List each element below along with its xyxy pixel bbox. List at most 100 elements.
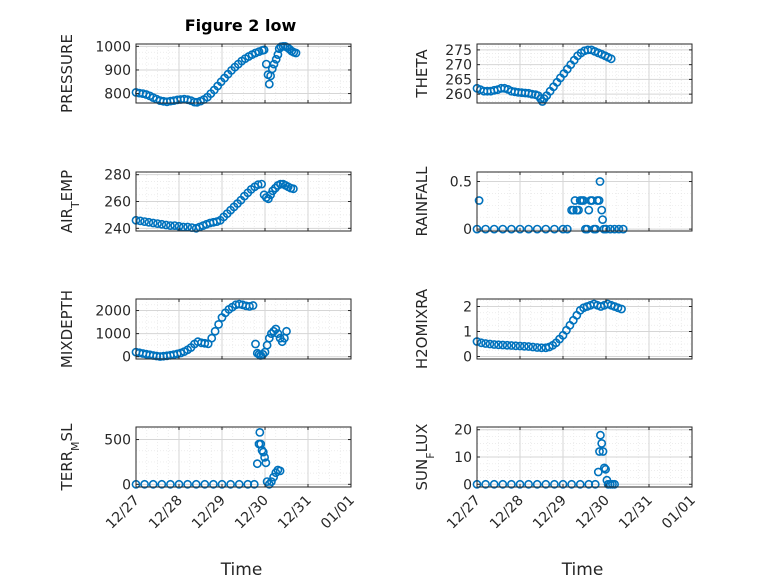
data-point [269, 472, 278, 482]
data-point [273, 329, 283, 338]
y-tick-label: 500 [104, 433, 131, 449]
data-point [191, 479, 201, 489]
data-point [489, 340, 499, 349]
data-point [610, 479, 619, 489]
x-tick-label: 12/29 [189, 493, 229, 533]
y-axis-label: SUNFLUX [413, 424, 437, 491]
data-point [269, 59, 279, 69]
x-tick-label: 12/28 [146, 493, 186, 533]
y-tick-label: 0 [463, 350, 472, 366]
y-tick-label: 20 [454, 423, 472, 439]
x-tick-label: 01/01 [318, 493, 358, 533]
data-point [288, 184, 298, 194]
axes-box [135, 426, 352, 488]
data-point [264, 333, 274, 343]
data-point [601, 224, 611, 234]
data-series [472, 299, 626, 353]
data-point [257, 179, 266, 189]
data-point [562, 224, 572, 234]
data-point [601, 464, 610, 474]
data-point [153, 219, 162, 228]
y-tick-label: 0 [122, 477, 131, 493]
data-point [252, 459, 262, 469]
y-tick-label: 1 [463, 325, 472, 341]
data-series [472, 430, 619, 489]
data-point [575, 479, 585, 489]
data-point [259, 45, 269, 55]
data-point [248, 301, 258, 310]
y-tick-label: 900 [104, 63, 131, 79]
data-point [476, 338, 486, 348]
data-point [234, 479, 244, 489]
data-point [610, 224, 619, 234]
data-point [260, 452, 269, 462]
data-point [567, 479, 576, 489]
y-axis-label: PRESSURE [58, 34, 76, 113]
y-axis-label: TERRMSL [58, 423, 82, 492]
data-point [597, 438, 607, 448]
data-point [481, 479, 490, 489]
data-point [148, 479, 158, 489]
x-tick-label: 01/01 [659, 493, 699, 533]
data-series [472, 177, 628, 234]
y-tick-label: 2 [463, 300, 472, 316]
ticks [135, 299, 352, 359]
data-point [528, 342, 538, 352]
y-tick-label: 260 [445, 87, 472, 103]
y-axis-label: H2OMIXRA [413, 288, 431, 369]
data-point [506, 341, 516, 350]
subplot-terr-msl: 0 500 TERRMSL 12/27 12/28 12/29 12/30 12/31 01/0… [58, 423, 358, 580]
data-point [208, 479, 218, 489]
y-tick-label: 240 [104, 221, 131, 237]
data-point [515, 224, 525, 234]
y-axis-label: AIRTEMP [58, 170, 82, 233]
data-point [568, 205, 578, 215]
y-tick-label: 275 [445, 43, 472, 59]
data-point [506, 479, 516, 489]
data-point [599, 463, 609, 473]
data-point [157, 479, 167, 489]
y-tick-label: 2000 [95, 304, 131, 320]
subplot-sun-flux: 0 10 20 SUNFLUX 12/27 12/28 12/29 12/30 12/31 01/… [413, 423, 699, 580]
y-tick-label: 1000 [95, 327, 131, 343]
x-axis-label: Time [561, 560, 604, 580]
x-tick-label: 12/30 [573, 493, 613, 533]
data-point [249, 479, 259, 489]
data-point [258, 349, 268, 359]
y-tick-label: 265 [445, 72, 472, 88]
data-point [253, 180, 263, 190]
data-point [183, 479, 192, 489]
data-point [282, 326, 291, 336]
ticks [476, 44, 693, 103]
data-point [590, 479, 600, 489]
data-point [264, 79, 274, 89]
x-tick-label: 12/29 [530, 493, 570, 533]
data-point [148, 218, 158, 228]
data-point [135, 216, 145, 226]
data-point [515, 479, 525, 489]
data-point [524, 479, 533, 489]
data-point [596, 430, 605, 440]
data-point [214, 319, 223, 329]
data-point [245, 301, 254, 311]
plot-area [477, 172, 692, 231]
data-point [541, 224, 551, 234]
data-series [131, 427, 285, 489]
data-point [481, 224, 490, 234]
y-tick-label: 0.5 [450, 175, 472, 191]
data-point [524, 224, 533, 234]
data-point [614, 224, 624, 234]
data-point [200, 479, 210, 489]
subplot-pressure: 800 900 1000 PRESSURE Figure 2 low [58, 16, 352, 113]
data-point [269, 326, 278, 336]
y-tick-label: 0 [463, 222, 472, 238]
ticks [135, 427, 352, 487]
axes-box [135, 298, 352, 360]
data-point [210, 326, 220, 336]
data-point [524, 342, 533, 351]
data-point [594, 196, 604, 205]
data-point [617, 304, 626, 314]
data-point [207, 333, 217, 343]
